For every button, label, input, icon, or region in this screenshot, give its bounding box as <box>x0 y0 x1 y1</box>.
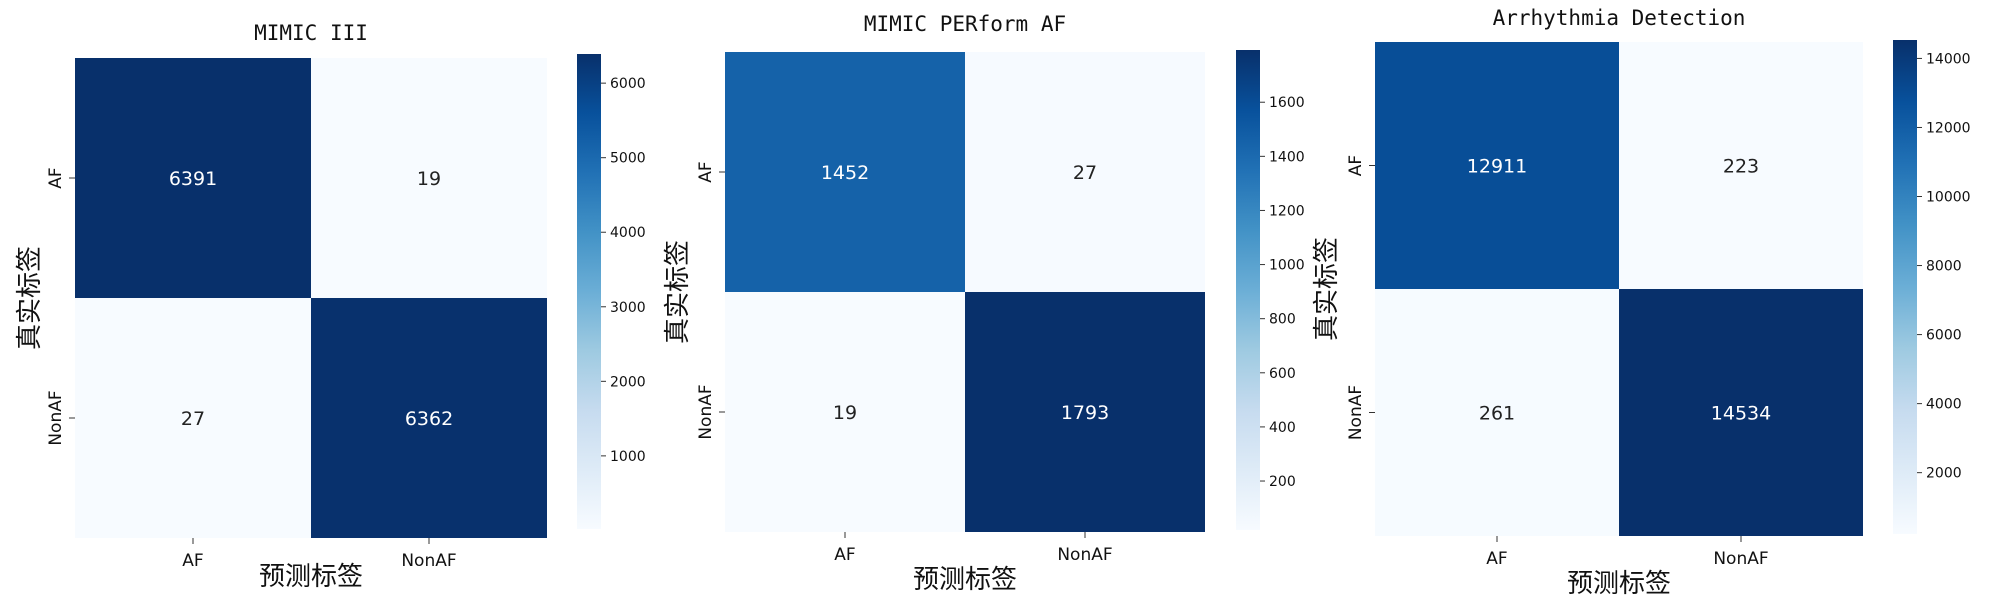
heatmap-cell <box>1375 289 1619 536</box>
colorbar-tick-label: 1200 <box>1269 203 1305 219</box>
heatmap-cell <box>725 52 965 292</box>
colorbar <box>577 54 601 529</box>
colorbar-tick-label: 1400 <box>1269 149 1305 165</box>
chart-title: MIMIC PERform AF <box>864 12 1066 36</box>
cell-value-label: 1793 <box>1061 402 1109 424</box>
colorbar-tick-label: 400 <box>1269 420 1296 436</box>
y-axis-label: 真实标签 <box>1312 237 1342 341</box>
colorbar-tick-label: 4000 <box>610 225 646 241</box>
y-tick-label: NonAF <box>46 390 66 445</box>
y-axis-label: 真实标签 <box>663 240 693 344</box>
heatmap-panel-1: MIMIC III 6391 19 27 6362 AF NonAF AF NonAF 预测标签 真… <box>15 21 646 592</box>
cell-value-label: 14534 <box>1711 403 1771 425</box>
colorbar-tick-label: 6000 <box>1926 328 1962 344</box>
x-tick-label: NonAF <box>1057 545 1112 565</box>
colorbar-tick-label: 8000 <box>1926 259 1962 275</box>
cell-value-label: 27 <box>1073 162 1097 184</box>
colorbar-tick-label: 600 <box>1269 366 1296 382</box>
y-tick-label: AF <box>696 161 716 182</box>
colorbar-tick-label: 1600 <box>1269 95 1305 111</box>
colorbar-tick-label: 800 <box>1269 312 1296 328</box>
x-axis-label: 预测标签 <box>1567 569 1671 599</box>
colorbar-tick-label: 5000 <box>610 151 646 167</box>
chart-title: Arrhythmia Detection <box>1493 6 1746 30</box>
cell-value-label: 1452 <box>821 162 869 184</box>
cell-value-label: 19 <box>417 168 441 190</box>
colorbar-tick-label: 200 <box>1269 474 1296 490</box>
cell-value-label: 12911 <box>1467 156 1527 178</box>
heatmap-cell <box>1619 289 1863 536</box>
x-tick-label: NonAF <box>1713 549 1768 569</box>
colorbar-tick-label: 12000 <box>1926 120 1971 136</box>
heatmap-cell <box>1375 42 1619 289</box>
cell-value-label: 27 <box>181 408 205 430</box>
colorbar-tick-label: 10000 <box>1926 190 1971 206</box>
heatmap-cell <box>311 298 547 538</box>
heatmap-panel-2: MIMIC PERform AF 1452 27 19 1793 AF NonAF AF Non… <box>663 12 1305 595</box>
y-tick-label: AF <box>46 167 66 188</box>
colorbar-tick-label: 4000 <box>1926 397 1962 413</box>
colorbar-tick-label: 6000 <box>610 76 646 92</box>
x-tick-label: AF <box>1486 549 1507 569</box>
x-axis-label: 预测标签 <box>913 565 1017 595</box>
cell-value-label: 261 <box>1479 403 1515 425</box>
heatmap-cell <box>965 292 1205 532</box>
x-tick-label: AF <box>182 551 203 571</box>
x-tick-label: NonAF <box>401 551 456 571</box>
chart-title: MIMIC III <box>254 21 368 45</box>
heatmap-cell <box>75 298 311 538</box>
colorbar-tick-label: 1000 <box>610 449 646 465</box>
heatmap-cell <box>965 52 1205 292</box>
colorbar-tick-label: 2000 <box>1926 466 1962 482</box>
colorbar-tick-label: 2000 <box>610 374 646 390</box>
heatmap-panel-3: Arrhythmia Detection 12911 223 261 14534 AF No… <box>1312 6 1971 599</box>
colorbar-tick-label: 1000 <box>1269 258 1305 274</box>
cell-value-label: 223 <box>1723 156 1759 178</box>
colorbar-tick-label: 14000 <box>1926 51 1971 67</box>
colorbar-tick-label: 3000 <box>610 300 646 316</box>
y-axis-label: 真实标签 <box>15 246 45 350</box>
heatmap-cell <box>1619 42 1863 289</box>
cell-value-label: 19 <box>833 402 857 424</box>
cell-value-label: 6362 <box>405 408 453 430</box>
y-tick-label: NonAF <box>1346 385 1366 440</box>
cell-value-label: 6391 <box>169 168 217 190</box>
heatmap-cell <box>725 292 965 532</box>
x-tick-label: AF <box>834 545 855 565</box>
heatmap-cell <box>311 58 547 298</box>
x-axis-label: 预测标签 <box>259 562 363 592</box>
y-tick-label: NonAF <box>696 384 716 439</box>
colorbar <box>1236 50 1260 530</box>
heatmap-cell <box>75 58 311 298</box>
y-tick-label: AF <box>1346 155 1366 176</box>
colorbar <box>1893 40 1917 534</box>
